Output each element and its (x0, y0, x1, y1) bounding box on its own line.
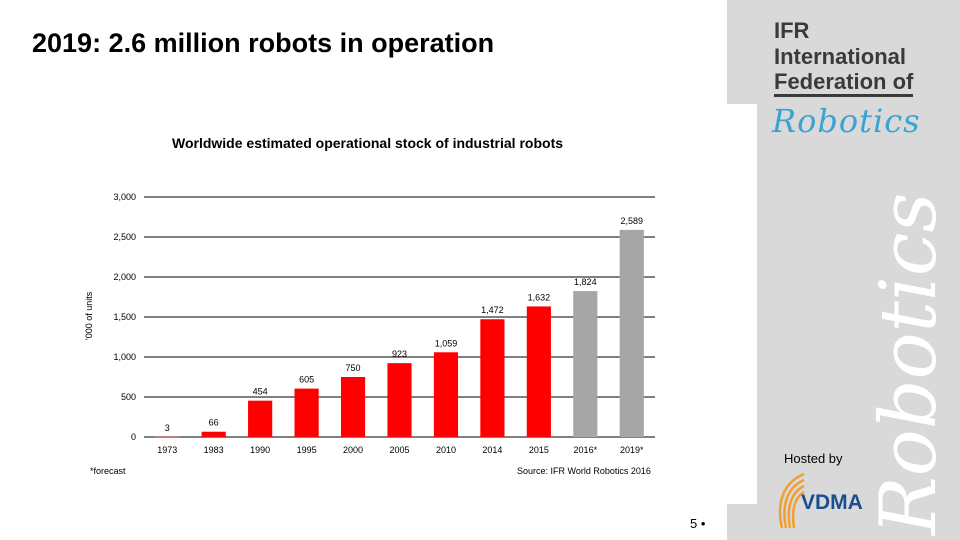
logo-script-robotics: Robotics (772, 102, 921, 140)
bar (201, 431, 226, 437)
bar-chart: 0 500 1,000 1,500 2,000 2,500 3,000 3 1973 66 1983… (113, 192, 655, 455)
data-label: 923 (392, 349, 407, 359)
data-label: 605 (299, 375, 314, 385)
x-tick-label: 1973 (157, 445, 177, 455)
y-tick-label: 2,000 (113, 272, 136, 282)
y-tick-label: 3,000 (113, 192, 136, 202)
x-tick-label: 2015 (529, 445, 549, 455)
data-label: 1,472 (481, 305, 504, 315)
bar (573, 291, 598, 437)
chart-title: Worldwide estimated operational stock of… (172, 135, 564, 151)
bar (526, 306, 551, 437)
y-tick-label: 0 (131, 432, 136, 442)
forecast-footnote: *forecast (90, 466, 126, 476)
bar (619, 229, 644, 437)
x-tick-label: 2005 (389, 445, 409, 455)
x-tick-label: 1990 (250, 445, 270, 455)
logo-line-2: International (774, 44, 907, 69)
bar (248, 400, 273, 437)
source-note: Source: IFR World Robotics 2016 (517, 466, 651, 476)
x-tick-label: 1995 (297, 445, 317, 455)
data-label: 1,824 (574, 277, 597, 287)
y-tick-label: 2,500 (113, 232, 136, 242)
page-number: 5 • (690, 516, 706, 531)
vdma-text: VDMA (801, 491, 863, 514)
x-tick-label: 2016* (574, 445, 598, 455)
data-label: 66 (209, 418, 219, 428)
data-label: 454 (253, 387, 268, 397)
x-tick-label: 2014 (482, 445, 502, 455)
bar (433, 352, 459, 437)
data-label: 1,059 (435, 338, 458, 348)
bar (155, 436, 180, 438)
data-label: 1,632 (528, 292, 551, 302)
logo-line-1: IFR (774, 18, 810, 43)
x-tick-label: 2019* (620, 445, 644, 455)
x-tick-label: 2000 (343, 445, 363, 455)
bar (480, 319, 505, 437)
y-tick-label: 500 (121, 392, 136, 402)
ifr-logo: IFR International Federation of (774, 18, 914, 97)
hosted-by-label: Hosted by (784, 451, 843, 466)
x-tick-label: 1983 (204, 445, 224, 455)
data-label: 3 (165, 423, 170, 433)
logo-line-3: Federation of (774, 70, 914, 97)
bar (294, 388, 319, 437)
robotics-watermark-icon: Robotics (870, 192, 954, 537)
branding-panel (727, 0, 960, 540)
slide-title: 2019: 2.6 million robots in operation (32, 28, 495, 58)
y-tick-label: 1,500 (113, 312, 136, 322)
data-label: 750 (346, 363, 361, 373)
y-axis-label: '000 of units (84, 291, 94, 340)
y-tick-label: 1,000 (113, 352, 136, 362)
svg-text:Robotics: Robotics (870, 192, 954, 537)
x-tick-label: 2010 (436, 445, 456, 455)
vdma-swoosh-icon (778, 472, 805, 529)
data-label: 2,589 (621, 216, 644, 226)
bar (387, 363, 412, 437)
panel-notch (727, 104, 757, 504)
bar (340, 377, 366, 437)
